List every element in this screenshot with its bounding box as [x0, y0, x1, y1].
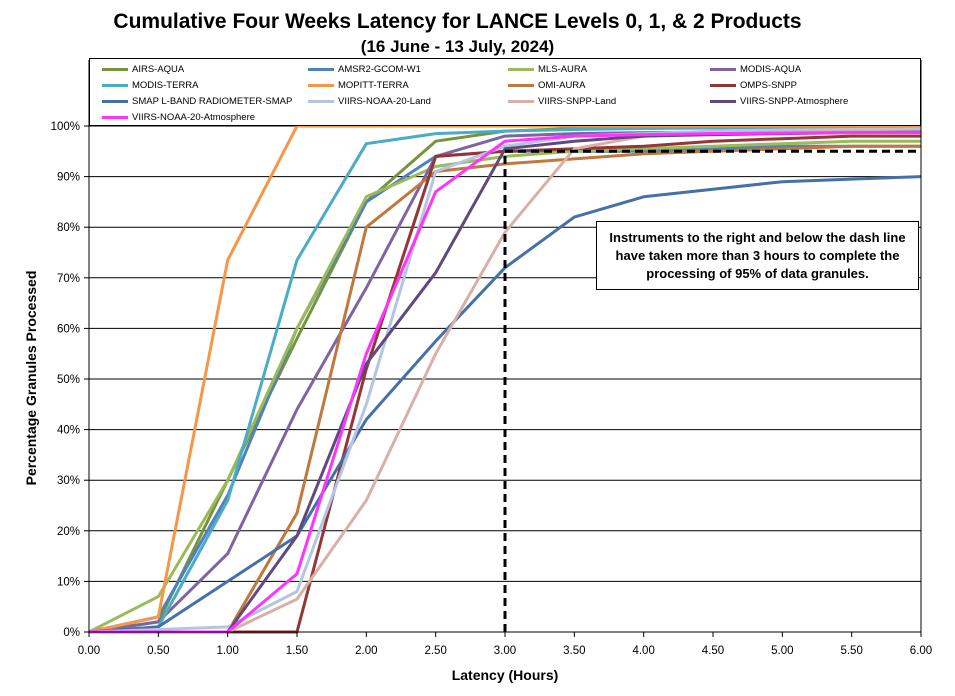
- chart-legend: AIRS-AQUA AMSR2-GCOM-W1 MLS-AURA MODIS-AQUA…: [89, 58, 921, 126]
- legend-swatch: [710, 67, 736, 71]
- legend-item: VIIRS-SNPP-Atmosphere: [710, 94, 848, 108]
- legend-swatch: [508, 99, 534, 103]
- legend-swatch: [102, 99, 128, 103]
- y-tick-label: 70%: [57, 273, 80, 285]
- legend-item: MODIS-AQUA: [710, 62, 801, 76]
- series-line: [88, 124, 921, 634]
- reference-lines: [503, 149, 921, 632]
- legend-label: VIIRS-NOAA-20-Land: [338, 95, 431, 107]
- legend-item: SMAP L-BAND RADIOMETER-SMAP: [102, 94, 292, 108]
- x-tick-label: 0.50: [147, 645, 169, 657]
- legend-label: OMI-AURA: [538, 79, 586, 91]
- y-tick-label: 20%: [57, 526, 80, 538]
- legend-label: VIIRS-SNPP-Atmosphere: [740, 95, 849, 107]
- x-axis-label: Latency (Hours): [452, 667, 559, 683]
- x-tick-label: 2.50: [424, 645, 446, 657]
- legend-item: AIRS-AQUA: [102, 62, 184, 76]
- y-tick-label: 90%: [57, 172, 80, 184]
- legend-label: SMAP L-BAND RADIOMETER-SMAP: [132, 95, 293, 107]
- legend-label: VIIRS-NOAA-20-Atmosphere: [132, 111, 256, 123]
- x-tick-label: 2.00: [355, 645, 377, 657]
- axes: [84, 60, 922, 637]
- y-tick-label: 40%: [57, 425, 80, 437]
- legend-label: AIRS-AQUA: [132, 63, 185, 75]
- chart-subtitle: (16 June - 13 July, 2024): [360, 37, 555, 56]
- legend-item: OMI-AURA: [508, 78, 586, 92]
- x-tick-label: 4.50: [702, 645, 724, 657]
- legend-swatch: [508, 67, 534, 71]
- x-tick-label: 3.50: [563, 645, 585, 657]
- y-axis-label: Percentage Granules Processed: [23, 271, 39, 486]
- y-tick-label: 60%: [57, 323, 80, 335]
- series-line: [88, 127, 922, 634]
- x-tick-label: 0.00: [78, 645, 100, 657]
- y-tick-label: 10%: [57, 576, 80, 588]
- legend-swatch: [508, 83, 534, 87]
- y-tick-label: 30%: [57, 475, 80, 487]
- legend-item: OMPS-SNPP: [710, 78, 797, 92]
- legend-swatch: [308, 83, 334, 87]
- legend-item: VIIRS-NOAA-20-Land: [308, 94, 431, 108]
- x-tick-label: 5.00: [771, 645, 793, 657]
- legend-item: VIIRS-SNPP-Land: [508, 94, 616, 108]
- legend-item: MLS-AURA: [508, 62, 587, 76]
- x-tick-label: 1.50: [286, 645, 308, 657]
- legend-swatch: [710, 99, 736, 103]
- legend-label: MLS-AURA: [538, 63, 588, 75]
- annotation-box: Instruments to the right and below the d…: [596, 221, 919, 290]
- annotation-text: Instruments to the right and below the d…: [609, 229, 906, 281]
- y-tick-label: 0%: [63, 627, 80, 639]
- legend-swatch: [308, 99, 334, 103]
- x-tick-label: 5.50: [840, 645, 862, 657]
- y-tick-label: 50%: [57, 374, 80, 386]
- legend-label: OMPS-SNPP: [740, 79, 798, 91]
- y-tick-label: 80%: [57, 222, 80, 234]
- legend-swatch: [102, 83, 128, 87]
- legend-item: VIIRS-NOAA-20-Atmosphere: [102, 110, 255, 124]
- legend-label: MODIS-TERRA: [132, 79, 199, 91]
- y-tick-label: 100%: [51, 121, 80, 133]
- legend-swatch: [102, 67, 128, 71]
- chart-title: Cumulative Four Weeks Latency for LANCE …: [113, 10, 802, 33]
- legend-item: AMSR2-GCOM-W1: [308, 62, 421, 76]
- legend-item: MODIS-TERRA: [102, 78, 199, 92]
- legend-label: MODIS-AQUA: [740, 63, 802, 75]
- x-tick-label: 1.00: [216, 645, 238, 657]
- x-tick-label: 4.00: [632, 645, 654, 657]
- tick-labels: 0% 10% 20% 30% 40% 50% 60% 70% 80% 90% 100% 0.00 0.5…: [51, 121, 933, 657]
- x-tick-label: 3.00: [494, 645, 516, 657]
- legend-label: MOPITT-TERRA: [338, 79, 409, 91]
- legend-swatch: [102, 115, 128, 119]
- legend-label: AMSR2-GCOM-W1: [338, 63, 421, 75]
- legend-item: MOPITT-TERRA: [308, 78, 409, 92]
- legend-swatch: [308, 67, 334, 71]
- legend-label: VIIRS-SNPP-Land: [538, 95, 617, 107]
- legend-swatch: [710, 83, 736, 87]
- x-tick-label: 6.00: [910, 645, 932, 657]
